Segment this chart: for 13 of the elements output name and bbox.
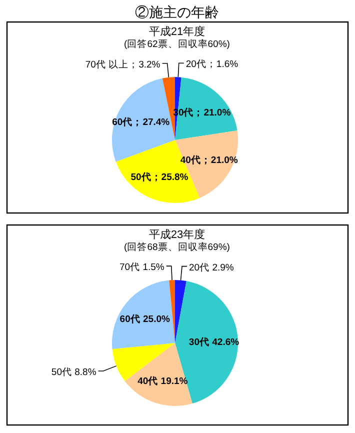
chart-subtitle: 平成21年度 [148,25,206,38]
text: (回答68票、回収率69%) [124,241,230,253]
slice-label: 60代；27.4% [112,116,170,128]
slice-label: 20代；1.6% [186,59,239,70]
slice-label: 70代 1.5% [119,262,165,274]
slice-label: 70代 以上；3.2% [85,58,161,70]
slice-label: 20代 2.9% [189,262,234,274]
slice-label: 60代 25.0% [120,313,170,326]
text: (回答62票、回収率60%) [124,38,230,50]
chart-title: ②施主の年齢 [135,4,219,20]
slice-label: 50代 8.8% [51,367,97,378]
chart-subtitle: 平成23年度 [148,228,206,241]
slice-label: 50代；25.8% [130,170,189,183]
